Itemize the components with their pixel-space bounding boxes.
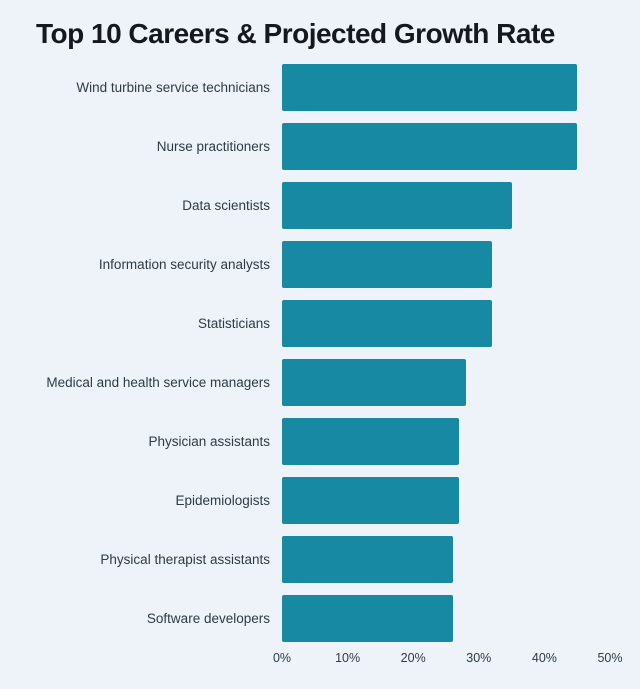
bar (282, 241, 492, 288)
bar-track (282, 64, 610, 111)
bar (282, 477, 460, 524)
bar-label: Nurse practitioners (156, 138, 270, 154)
bar-row: Data scientists (0, 176, 610, 235)
bar-track (282, 300, 610, 347)
bar-row: Physical therapist assistants (0, 530, 610, 589)
bar-track (282, 477, 610, 524)
bar (282, 300, 492, 347)
bar-track (282, 182, 610, 229)
bar (282, 418, 460, 465)
bar-track (282, 595, 610, 642)
bar-row: Nurse practitioners (0, 117, 610, 176)
x-tick-label: 50% (597, 651, 623, 665)
bar-label: Physician assistants (148, 433, 270, 449)
bar-row: Medical and health service managers (0, 353, 610, 412)
chart-title: Top 10 Careers & Projected Growth Rate (36, 18, 555, 49)
bar (282, 64, 578, 111)
x-tick-label: 30% (466, 651, 492, 665)
x-tick-label: 0% (272, 651, 292, 665)
bar (282, 359, 466, 406)
bar-row: Physician assistants (0, 412, 610, 471)
bar-row: Information security analysts (0, 235, 610, 294)
bar-label: Statisticians (197, 315, 270, 331)
bar-row: Wind turbine service technicians (0, 58, 610, 117)
bar-track (282, 123, 610, 170)
bar (282, 182, 512, 229)
bar-track (282, 418, 610, 465)
bar-row: Software developers (0, 589, 610, 648)
bar-chart: Wind turbine service technicians Nurse p… (0, 58, 640, 648)
bar-label: Wind turbine service technicians (76, 79, 270, 95)
x-tick-label: 10% (335, 651, 361, 665)
bar-label: Physical therapist assistants (100, 551, 270, 567)
x-tick-label: 20% (400, 651, 426, 665)
bar-row: Statisticians (0, 294, 610, 353)
bar-track (282, 241, 610, 288)
x-axis: 0% 10% 20% 30% 40% 50% (273, 648, 623, 670)
x-tick-label: 40% (531, 651, 557, 665)
bar-track (282, 536, 610, 583)
bar-label: Data scientists (182, 197, 270, 213)
bar-row: Epidemiologists (0, 471, 610, 530)
bar-label: Software developers (146, 610, 270, 626)
bar-track (282, 359, 610, 406)
bar-label: Medical and health service managers (46, 374, 270, 390)
bar-label: Information security analysts (98, 256, 270, 272)
bar (282, 536, 453, 583)
bar (282, 123, 578, 170)
bar (282, 595, 453, 642)
bar-label: Epidemiologists (175, 492, 270, 508)
